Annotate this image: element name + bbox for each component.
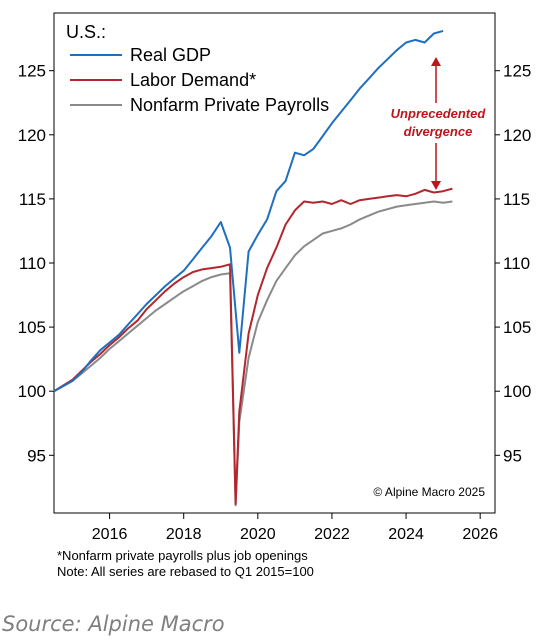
divergence-annotation: Unprecedented divergence	[391, 57, 487, 190]
source-label: Source: Alpine Macro	[2, 612, 225, 636]
y-tick-label-left: 125	[18, 62, 46, 81]
annotation-unprecedented: Unprecedented	[391, 106, 487, 121]
y-tick-label-right: 110	[503, 254, 530, 273]
plot-frame	[53, 12, 496, 514]
y-tick-label-right: 105	[503, 318, 531, 337]
x-tick-label: 2018	[166, 526, 202, 543]
legend-label-real-gdp: Real GDP	[130, 45, 211, 65]
x-tick-label: 2016	[92, 526, 128, 543]
y-axis-left: 95 100 105 110 115 120 125	[18, 62, 54, 465]
series-real-gdp	[53, 29, 444, 393]
legend-label-labor-demand: Labor Demand*	[130, 70, 256, 90]
legend: U.S.: Real GDP Labor Demand* Nonfarm Pri…	[66, 22, 329, 115]
x-tick-label: 2026	[462, 526, 498, 543]
series-layer	[53, 29, 453, 507]
y-axis-right: 95 100 105 110 115 120 125	[495, 62, 531, 465]
y-tick-label-left: 105	[18, 318, 46, 337]
y-tick-label-right: 115	[503, 190, 530, 209]
annotation-divergence: divergence	[404, 124, 473, 139]
series-payrolls	[53, 200, 453, 507]
x-axis: 2016 2018 2020 2022 2024 2026	[92, 513, 498, 543]
x-tick-label: 2024	[388, 526, 424, 543]
arrow-up-head-icon	[431, 57, 441, 66]
y-tick-label-left: 110	[19, 254, 46, 273]
y-tick-label-left: 115	[19, 190, 46, 209]
y-tick-label-right: 120	[503, 126, 531, 145]
x-tick-label: 2020	[240, 526, 276, 543]
chart-title: U.S.:	[66, 22, 106, 42]
footnote-rebase-note: Note: All series are rebased to Q1 2015=…	[57, 564, 314, 579]
y-tick-label-left: 120	[18, 126, 46, 145]
footnote-labor-demand: *Nonfarm private payrolls plus job openi…	[57, 548, 308, 563]
y-tick-label-left: 100	[18, 382, 46, 401]
credit-label: © Alpine Macro 2025	[373, 485, 485, 499]
arrow-down-head-icon	[431, 181, 441, 190]
series-labor-demand	[53, 187, 453, 505]
legend-label-payrolls: Nonfarm Private Payrolls	[130, 95, 329, 115]
x-tick-label: 2022	[314, 526, 350, 543]
y-tick-label-right: 125	[503, 62, 531, 81]
y-tick-label-right: 95	[503, 446, 522, 465]
y-tick-label-right: 100	[503, 382, 531, 401]
y-tick-label-left: 95	[27, 446, 46, 465]
